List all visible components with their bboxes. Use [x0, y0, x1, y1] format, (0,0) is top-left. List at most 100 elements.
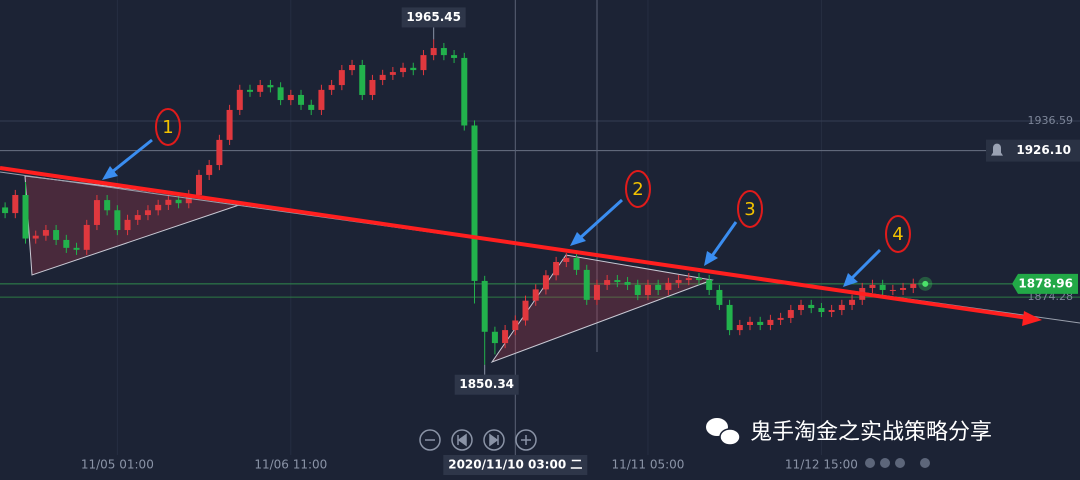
- dot[interactable]: [920, 458, 930, 468]
- candle-body: [593, 284, 600, 300]
- candle-body: [695, 278, 702, 281]
- candles: [2, 39, 917, 365]
- candle-body: [134, 215, 141, 220]
- candle-body: [349, 65, 356, 71]
- watermark: 鬼手淘金之实战策略分享: [750, 420, 992, 445]
- arrow: [578, 198, 624, 240]
- x-tick-label: 11/12 15:00: [785, 458, 858, 472]
- candle-body: [491, 331, 498, 344]
- candle-body: [736, 325, 743, 331]
- zoom-in-button[interactable]: [515, 429, 537, 451]
- candle-body: [838, 304, 845, 311]
- dot[interactable]: [865, 458, 875, 468]
- arrow-head: [843, 273, 858, 287]
- last-price-dot: [922, 280, 929, 287]
- max-label: 1965.45: [406, 10, 461, 24]
- bell-icon: [991, 143, 1003, 156]
- crosshair-label: 2020/11/10 03:00 二: [448, 458, 582, 472]
- candle-body: [53, 230, 60, 240]
- annotation-circle: [625, 170, 651, 208]
- candle-body: [379, 74, 386, 80]
- x-tick-label: 11/06 11:00: [254, 458, 327, 472]
- candle-body: [287, 94, 294, 101]
- annotations: 1 2 3 4: [162, 117, 903, 245]
- wechat-icon: [706, 418, 741, 446]
- candle-body: [777, 317, 784, 320]
- candle-body: [155, 204, 162, 211]
- alert-label: 1926.10: [1016, 143, 1071, 157]
- candle-body: [502, 330, 509, 344]
- candle-body: [2, 207, 9, 214]
- annotation-circle: [155, 108, 181, 146]
- prev-button[interactable]: [451, 429, 473, 451]
- candle-body: [604, 280, 611, 285]
- candle-body: [410, 67, 417, 71]
- candle-body: [634, 284, 641, 296]
- y-tick-label: 1936.59: [1028, 114, 1074, 127]
- candle-body: [573, 258, 580, 270]
- candle-body: [522, 300, 529, 321]
- candle-body: [114, 210, 121, 231]
- candle-body: [471, 125, 478, 281]
- candle-body: [195, 174, 202, 195]
- candle-body: [808, 304, 815, 309]
- candle-body: [655, 284, 662, 290]
- candle-body: [277, 87, 284, 101]
- candle-body: [542, 275, 549, 290]
- zoom-out-button[interactable]: [419, 429, 441, 451]
- trend-line: [0, 166, 1029, 320]
- candle-body: [42, 230, 49, 236]
- candle-body: [236, 89, 243, 110]
- candle-body: [318, 89, 325, 110]
- page-dots: [865, 458, 930, 468]
- candle-body: [216, 139, 223, 166]
- dot[interactable]: [880, 458, 890, 468]
- arrow: [850, 248, 882, 280]
- labels-layer: 11/05 01:00 11/06 11:00 11/11 05:00 11/12 1…: [81, 7, 1080, 475]
- candle-body: [32, 235, 39, 239]
- arrow-head: [570, 232, 586, 246]
- next-button[interactable]: [483, 429, 505, 451]
- candle-body: [206, 165, 213, 175]
- candle-body: [563, 258, 570, 262]
- candle-body: [787, 310, 794, 318]
- candle-body: [757, 321, 764, 325]
- x-tick-label: 11/05 01:00: [81, 458, 154, 472]
- max-label-box: [401, 7, 466, 28]
- candle-body: [849, 299, 856, 305]
- candle-body: [706, 280, 713, 290]
- candle-body: [257, 85, 264, 92]
- arrow-head: [102, 166, 118, 180]
- candle-body: [767, 319, 774, 325]
- candle-body: [226, 109, 233, 140]
- arrow: [111, 138, 153, 174]
- candle-body: [267, 85, 274, 88]
- candle-body: [247, 89, 253, 92]
- arrow: [710, 221, 738, 257]
- candle-body: [359, 65, 366, 95]
- candle-body: [798, 304, 805, 311]
- candle-body: [308, 104, 315, 110]
- candle-body: [63, 239, 70, 248]
- candle-body: [420, 55, 427, 71]
- annotation-circles: [155, 108, 911, 253]
- controls: [419, 429, 537, 451]
- candle-body: [93, 200, 100, 225]
- trend-arrow: [1022, 311, 1042, 326]
- candle-body: [665, 282, 672, 290]
- candle-body: [298, 94, 305, 105]
- candle-body: [828, 310, 835, 312]
- annotation-circle: [885, 215, 911, 253]
- candle-body: [614, 280, 621, 283]
- candle-body: [726, 304, 733, 331]
- candle-body: [185, 195, 192, 204]
- dot[interactable]: [895, 458, 905, 468]
- candle-body: [104, 200, 111, 211]
- candle-body: [400, 67, 407, 73]
- annotation-label: 3: [744, 199, 755, 220]
- last-price-box: [1012, 273, 1078, 294]
- candle-body: [461, 57, 468, 126]
- candle-body: [389, 72, 396, 75]
- candle-body: [583, 269, 590, 300]
